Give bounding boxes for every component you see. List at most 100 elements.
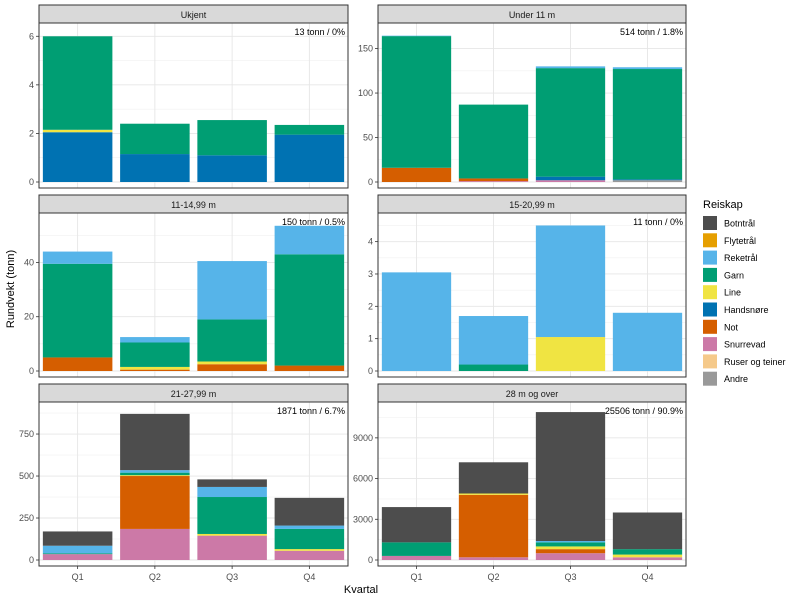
panel-border [377,401,687,567]
bar-segment-not [120,476,190,529]
bar-segment-garn [197,319,267,362]
bar-segment-garn [458,104,529,179]
bar-segment-line [535,546,606,550]
bar-segment-garn [120,472,190,476]
bar-segment-line [120,366,190,370]
bar-segment-garn [197,497,267,534]
bar-segment-handsn-re [274,134,345,182]
bar-segment-line [42,129,113,133]
x-tick-label: Q3 [564,572,576,582]
bar-segment-garn [535,542,606,547]
bar-segment-reketr-l [535,225,606,338]
bar-segment-garn [381,36,452,168]
bar-segment-garn [120,123,190,155]
y-axis-label: Rundvekt (tonn) [5,250,17,328]
y-tick-label: 100 [358,88,373,98]
bar-segment-snurrevad [612,557,683,560]
bar-segment-botntr-l [197,479,267,487]
x-tick-label: Q4 [641,572,653,582]
bar-segment-reketr-l [42,545,113,554]
bar-segment-garn [535,68,606,177]
bar-segment-reketr-l [274,525,345,529]
facet-title: Under 11 m [509,10,555,20]
bar-segment-snurrevad [274,550,345,560]
y-tick-label: 40 [24,257,34,267]
bar-segment-garn [274,254,345,366]
facet-panel: 15-20,99 m 0 1 2 3 4 11 tonn / 0% [368,194,687,378]
bar-segment-botntr-l [120,413,190,471]
bar-segment-garn [42,553,113,555]
bar-segment-line [120,475,190,477]
x-axis-label: Kvartal [344,584,378,596]
bar-segment-botntr-l [381,507,452,543]
legend-label: Botntrål [724,219,755,229]
y-tick-label: 150 [358,44,373,54]
bar-segment-reketr-l [197,261,267,320]
facet-title: 15-20,99 m [509,200,555,210]
legend-label: Andre [724,374,748,384]
x-tick-label: Q2 [149,572,161,582]
bar-segment-snurrevad [535,553,606,560]
y-tick-label: 0 [368,177,373,187]
bar-segment-line [274,549,345,551]
legend-key [703,337,717,352]
bar-segment-reketr-l [274,225,345,255]
legend-key [703,319,717,334]
y-tick-label: 50 [363,133,373,143]
panel-border [377,212,687,378]
legend-key [703,302,717,317]
y-tick-label: 3 [368,269,373,279]
bar-segment-reketr-l [612,312,683,371]
panel-annotation: 1871 tonn / 6.7% [277,406,345,416]
x-tick-label: Q2 [487,572,499,582]
bar-segment-botntr-l [42,531,113,546]
y-tick-label: 2 [29,128,34,138]
legend-label: Snurrevad [724,340,766,350]
legend-label: Flytetrål [724,236,756,246]
x-tick-label: Q4 [303,572,315,582]
panel-border [38,401,349,567]
panel-annotation: 150 tonn / 0.5% [282,217,345,227]
y-tick-label: 6000 [353,474,373,484]
bar-segment-garn [42,263,113,358]
y-tick-label: 1 [368,334,373,344]
bar-segment-garn [612,549,683,555]
bar-segment-reketr-l [120,337,190,343]
bar-segment-handsn-re [120,154,190,182]
y-tick-label: 0 [29,177,34,187]
bar-segment-not [535,549,606,554]
bar-segment-botntr-l [612,512,683,550]
bar-segment-not [458,178,529,182]
legend-label: Handsnøre [724,305,769,315]
bar-segment-botntr-l [274,497,345,526]
bar-segment-snurrevad [458,181,529,182]
legend-key [703,216,717,230]
x-tick-label: Q1 [410,572,422,582]
bar-segment-handsn-re [535,176,606,181]
bar-segment-garn [197,120,267,156]
y-tick-label: 0 [368,366,373,376]
y-tick-label: 20 [24,312,34,322]
panel-annotation: 514 tonn / 1.8% [620,27,683,37]
legend-key [703,267,717,282]
bar-segment-garn [458,364,529,371]
y-tick-label: 6 [29,31,34,41]
y-tick-label: 0 [29,366,34,376]
bar-segment-handsn-re [42,132,113,182]
y-tick-label: 4 [29,80,34,90]
bar-segment-reketr-l [197,486,267,498]
panel-annotation: 25506 tonn / 90.9% [605,406,683,416]
bar-segment-garn [274,528,345,550]
y-tick-label: 750 [19,429,34,439]
y-tick-label: 0 [29,555,34,565]
x-tick-label: Q3 [226,572,238,582]
y-tick-label: 2 [368,301,373,311]
facet-title: 11-14,99 m [171,200,216,210]
facet-panel: 28 m og over 0 3000 6000 9000 25506 tonn / 90… [353,383,687,582]
bar-segment-andre [612,180,683,182]
legend-key [703,285,717,300]
bar-segment-botntr-l [458,462,529,494]
y-tick-label: 9000 [353,433,373,443]
